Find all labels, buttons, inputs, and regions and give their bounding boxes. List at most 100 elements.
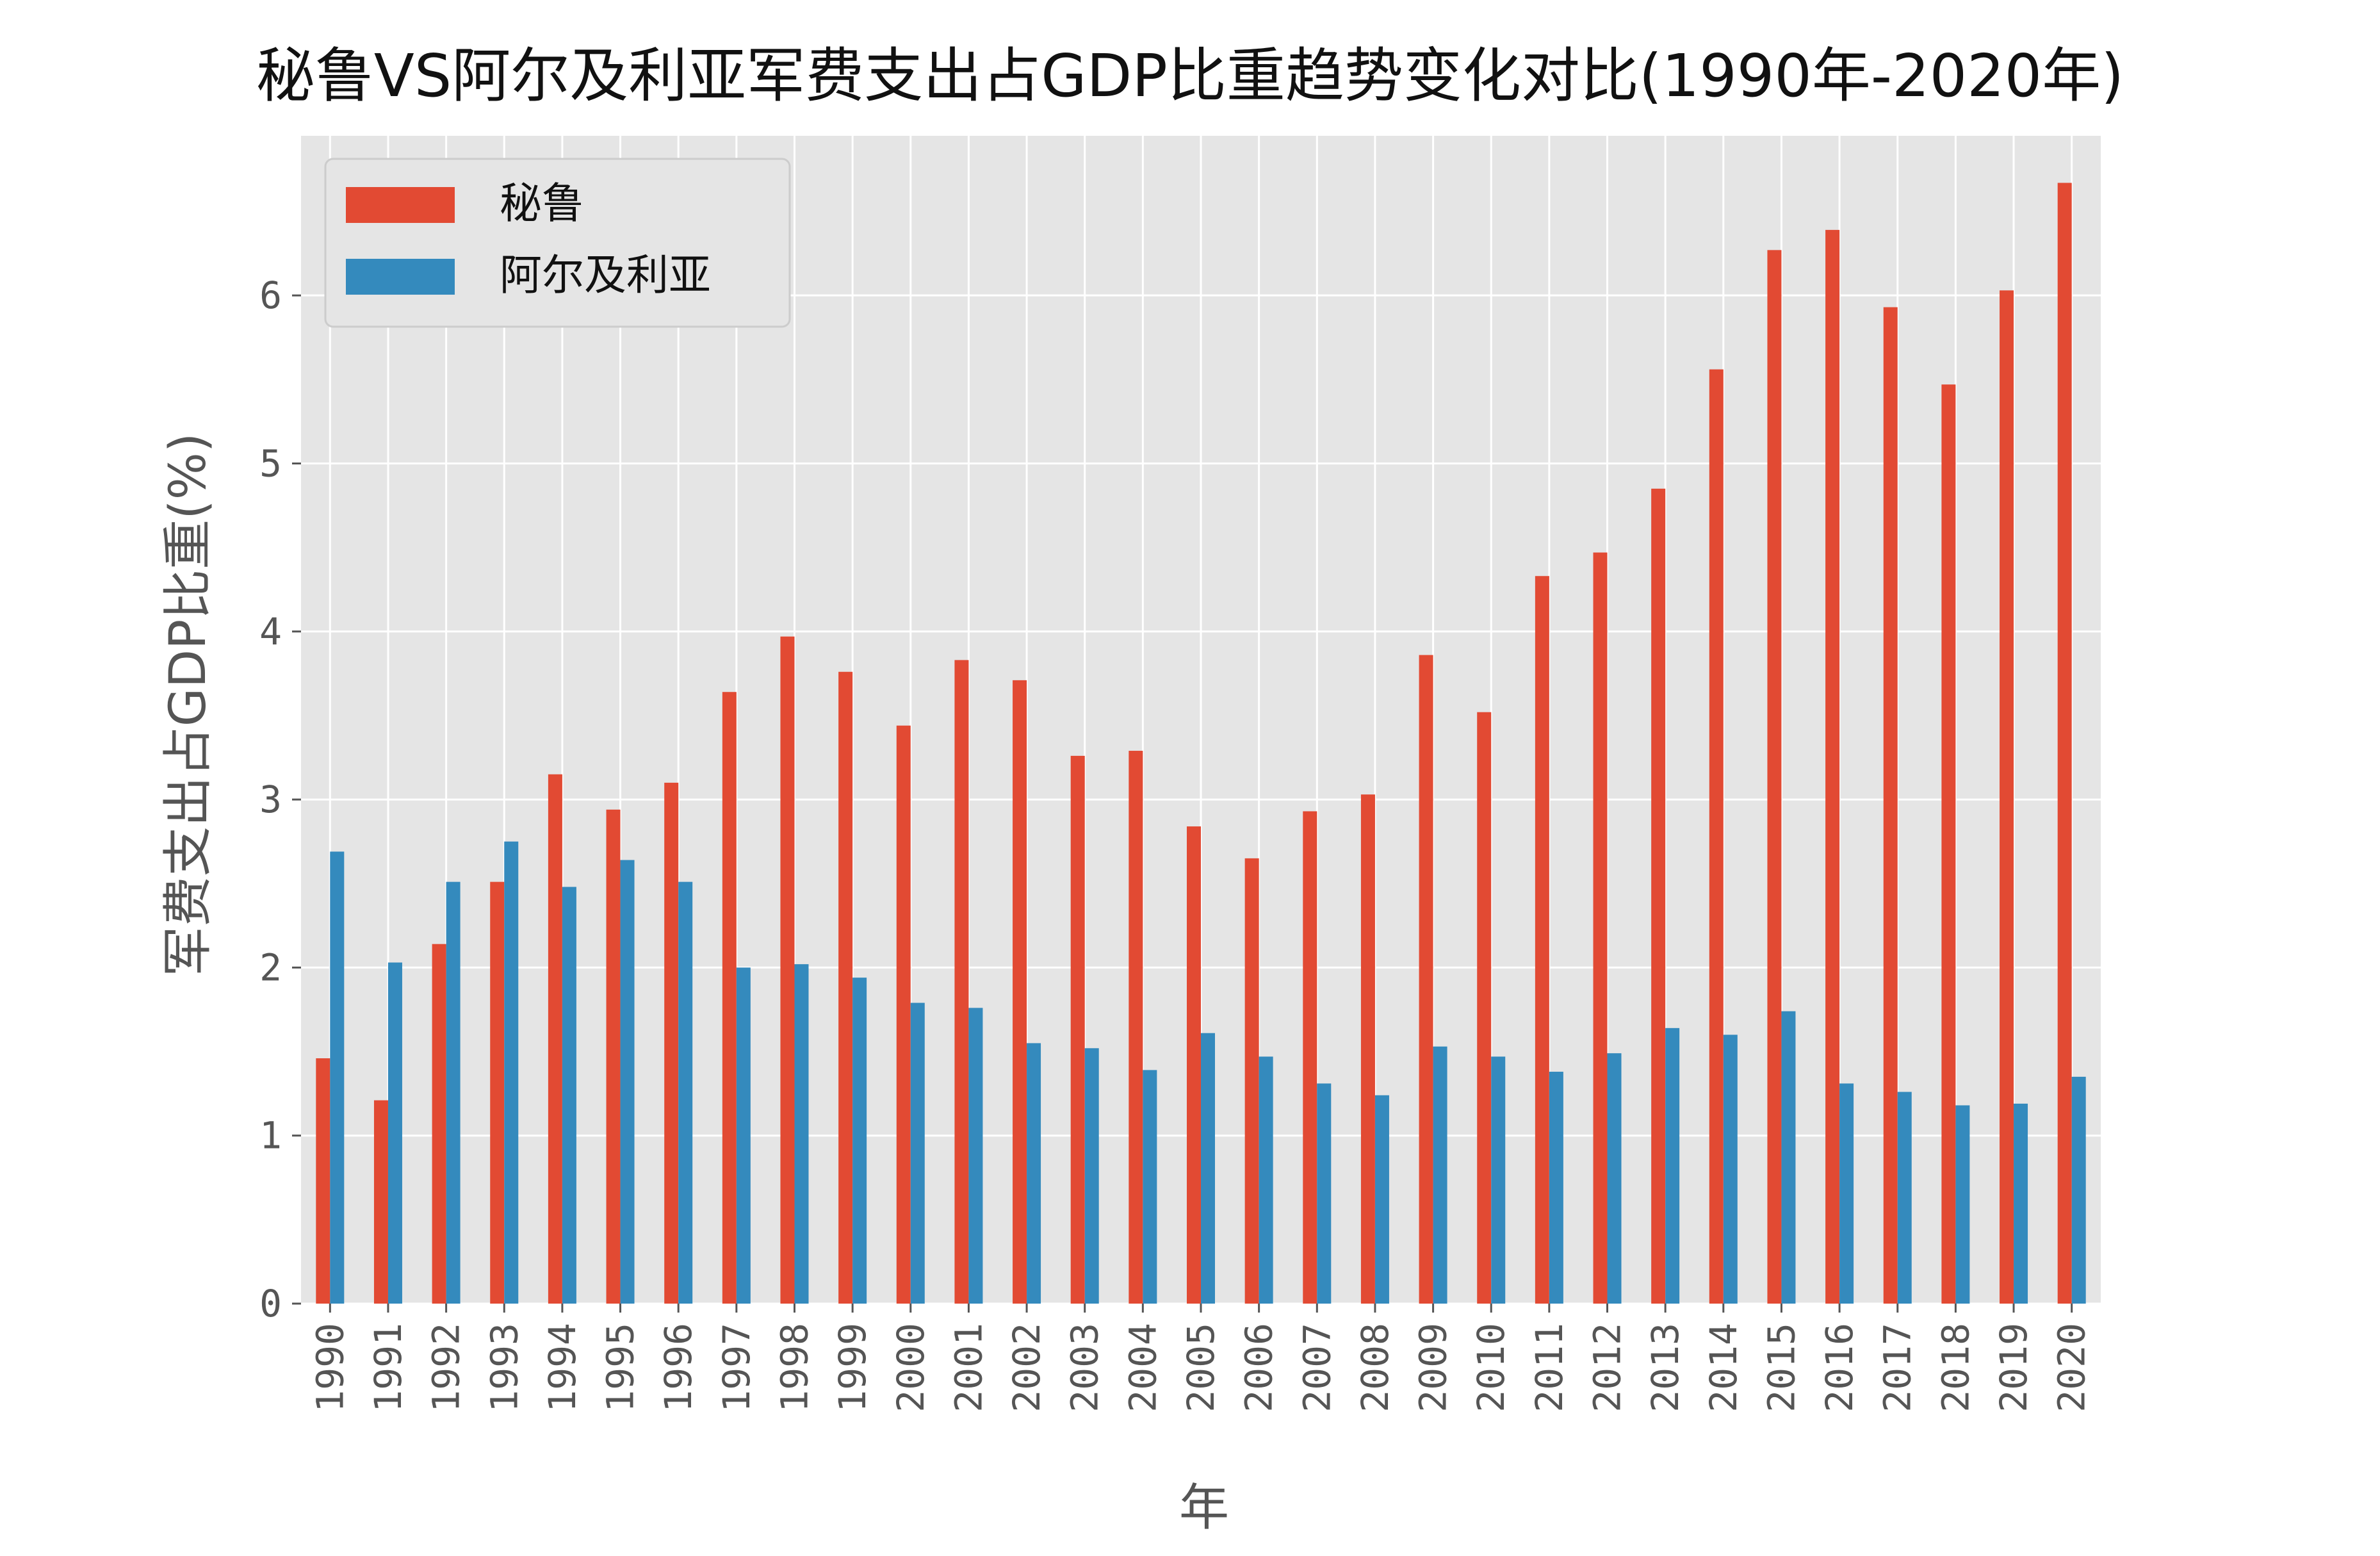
x-tick-label: 2013	[1643, 1323, 1687, 1413]
bar-algeria-2018	[1955, 1105, 1970, 1304]
bar-algeria-2004	[1143, 1070, 1157, 1304]
bar-peru-2005	[1187, 826, 1201, 1304]
bar-algeria-2017	[1897, 1092, 1912, 1304]
bar-peru-1996	[664, 782, 679, 1304]
x-tick-label: 1998	[772, 1323, 816, 1413]
bar-algeria-2011	[1549, 1072, 1563, 1304]
bar-algeria-2009	[1433, 1046, 1447, 1304]
x-tick-label: 1999	[831, 1323, 874, 1413]
bar-peru-1992	[432, 944, 446, 1304]
chart-title: 秘鲁VS阿尔及利亚军费支出占GDP比重趋势变化对比(1990年-2020年)	[256, 42, 2124, 110]
x-axis-label: 年	[1179, 1479, 1229, 1537]
y-tick-label: 4	[259, 610, 282, 653]
bar-peru-2002	[1013, 680, 1027, 1304]
bar-algeria-2013	[1665, 1028, 1680, 1304]
x-tick-label: 2016	[1818, 1323, 1861, 1413]
x-tick-label: 1993	[482, 1323, 526, 1413]
axis-ticks: 0 1 2 3 4 5 6 1990 1991 1992 1993 1994 1995 1996 1997 1…	[259, 274, 2094, 1413]
bar-peru-1999	[838, 671, 853, 1304]
bar-algeria-2007	[1317, 1083, 1332, 1304]
bar-peru-2019	[2000, 290, 2014, 1304]
bar-algeria-2008	[1374, 1095, 1389, 1304]
legend-label: 秘鲁	[500, 179, 584, 228]
legend-swatch	[346, 187, 455, 223]
bar-algeria-1998	[794, 964, 809, 1304]
bar-peru-2008	[1360, 794, 1375, 1304]
x-tick-label: 2015	[1759, 1323, 1803, 1413]
bar-peru-2013	[1651, 488, 1666, 1304]
bar-peru-2009	[1419, 655, 1433, 1304]
bar-peru-2012	[1593, 552, 1608, 1304]
x-tick-label: 2020	[2050, 1323, 2094, 1413]
bar-algeria-2016	[1839, 1083, 1854, 1304]
x-tick-label: 2011	[1528, 1323, 1571, 1413]
bar-algeria-2002	[1027, 1043, 1041, 1304]
bar-algeria-1994	[562, 887, 576, 1304]
bar-peru-1990	[316, 1058, 330, 1304]
x-tick-label: 2010	[1469, 1323, 1513, 1413]
bar-algeria-2001	[968, 1008, 983, 1304]
bar-peru-2015	[1767, 250, 1782, 1304]
y-tick-label: 1	[259, 1114, 282, 1158]
x-tick-label: 1997	[715, 1323, 758, 1413]
x-tick-label: 2007	[1295, 1323, 1339, 1413]
bar-peru-2001	[954, 660, 969, 1304]
y-tick-label: 3	[259, 778, 282, 821]
bar-peru-2003	[1070, 755, 1085, 1304]
bar-peru-2007	[1303, 811, 1317, 1304]
bar-peru-2004	[1129, 751, 1143, 1304]
legend-swatch	[346, 259, 455, 295]
bar-algeria-2005	[1201, 1033, 1215, 1304]
x-tick-label: 2008	[1353, 1323, 1397, 1413]
bar-algeria-2003	[1084, 1048, 1099, 1304]
bar-algeria-2014	[1723, 1035, 1738, 1304]
bar-peru-1995	[606, 809, 621, 1304]
x-tick-label: 2018	[1934, 1323, 1977, 1413]
x-tick-label: 2019	[1992, 1323, 2035, 1413]
bar-algeria-1993	[504, 841, 519, 1304]
bar-peru-2014	[1709, 369, 1724, 1304]
bar-algeria-1991	[387, 962, 402, 1304]
bar-peru-2011	[1535, 576, 1549, 1304]
bar-peru-1994	[548, 774, 562, 1304]
x-tick-label: 1996	[656, 1323, 700, 1413]
bar-peru-2000	[896, 725, 911, 1304]
bar-peru-2018	[1941, 384, 1956, 1304]
bars	[316, 183, 2086, 1304]
bar-peru-2010	[1477, 712, 1492, 1304]
bar-algeria-2010	[1491, 1056, 1506, 1304]
y-axis-label: 军费支出占GDP比重(%)	[159, 433, 217, 977]
bar-peru-1997	[722, 692, 737, 1304]
x-tick-label: 2009	[1412, 1323, 1455, 1413]
x-tick-label: 1991	[366, 1323, 410, 1413]
bar-peru-2016	[1825, 229, 1840, 1304]
bar-peru-2006	[1244, 858, 1259, 1304]
bar-algeria-1999	[852, 978, 867, 1304]
bar-algeria-1992	[446, 881, 461, 1304]
bar-peru-1998	[780, 636, 795, 1304]
bar-algeria-2006	[1259, 1056, 1273, 1304]
y-tick-label: 2	[259, 946, 282, 989]
bar-algeria-1995	[620, 860, 635, 1304]
bar-algeria-1996	[678, 881, 693, 1304]
x-tick-label: 2001	[947, 1323, 990, 1413]
bar-peru-1991	[373, 1100, 388, 1304]
x-tick-label: 2002	[1005, 1323, 1048, 1413]
x-tick-label: 2014	[1702, 1323, 1745, 1413]
y-tick-label: 5	[259, 441, 282, 485]
x-tick-label: 1990	[308, 1323, 352, 1413]
y-tick-label: 0	[259, 1282, 282, 1325]
x-tick-label: 2005	[1179, 1323, 1223, 1413]
bar-algeria-2000	[910, 1003, 925, 1304]
x-tick-label: 2017	[1876, 1323, 1919, 1413]
bar-algeria-1997	[736, 967, 751, 1304]
bar-peru-2017	[1883, 307, 1898, 1304]
x-tick-label: 2000	[889, 1323, 933, 1413]
x-tick-label: 1995	[599, 1323, 642, 1413]
bar-peru-2020	[2057, 183, 2072, 1304]
bar-algeria-2015	[1781, 1011, 1796, 1304]
bar-algeria-2020	[2071, 1076, 2086, 1304]
x-tick-label: 1994	[541, 1323, 584, 1413]
bar-algeria-2019	[2014, 1103, 2028, 1304]
